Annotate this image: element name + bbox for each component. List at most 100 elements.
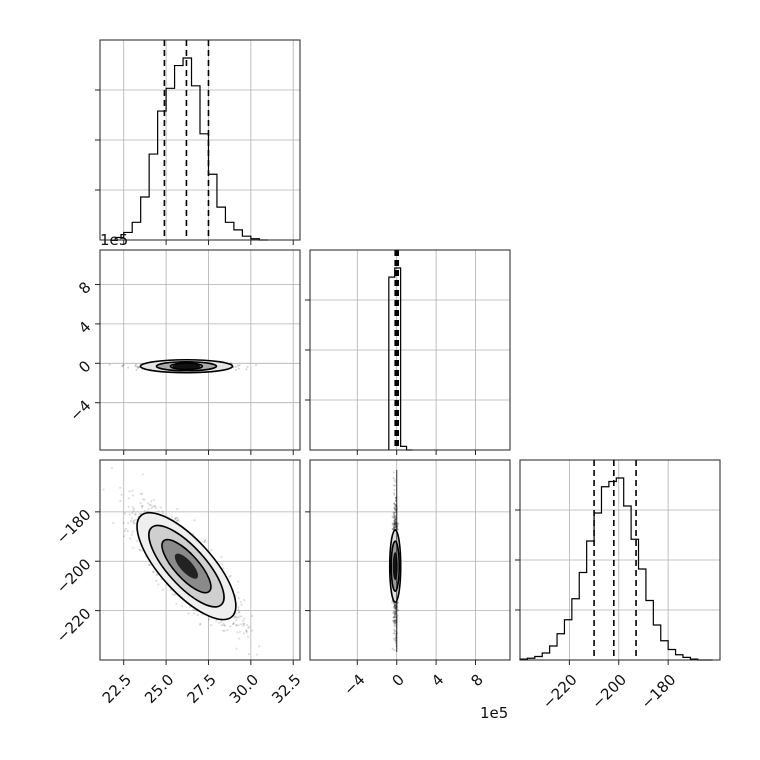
scatter-point — [246, 365, 249, 368]
scatter-point — [393, 649, 396, 652]
scatter-point — [237, 367, 240, 370]
scatter-point — [127, 497, 130, 500]
scatter-point — [393, 507, 396, 510]
scatter-point — [150, 507, 153, 510]
scatter-point — [394, 511, 397, 514]
scatter-point — [238, 637, 241, 640]
scatter-point — [392, 527, 395, 530]
scatter-point — [128, 513, 131, 516]
scatter-point — [393, 523, 396, 526]
scatter-point — [235, 365, 237, 368]
scatter-point — [141, 506, 144, 509]
scatter-point — [394, 522, 397, 525]
scatter-point — [170, 515, 173, 518]
scatter-point — [397, 523, 400, 526]
x-tick-label: 0 — [389, 671, 408, 690]
scatter-point — [394, 608, 397, 610]
scatter-point — [152, 498, 155, 501]
scatter-point — [243, 623, 246, 626]
scatter-point — [392, 612, 395, 615]
scatter-point — [169, 588, 172, 592]
scatter-point — [149, 504, 152, 507]
scatter-point — [394, 610, 397, 613]
scatter-point — [127, 366, 130, 369]
scatter-point — [393, 516, 396, 518]
scatter-point — [131, 494, 135, 497]
x-tick-label: 4 — [428, 671, 447, 690]
scatter-point — [394, 614, 397, 617]
scatter-point — [393, 527, 396, 530]
y-tick-label: −4 — [66, 397, 94, 425]
panel-frame — [519, 459, 721, 661]
scatter-point — [126, 530, 129, 533]
scatter-point — [221, 563, 224, 566]
scatter-point — [392, 523, 395, 526]
scatter-point — [394, 520, 396, 523]
scatter-point — [191, 608, 195, 611]
scatter-point — [237, 606, 240, 609]
scatter-point — [210, 549, 213, 552]
scatter-point — [229, 625, 232, 628]
scatter-point — [394, 515, 397, 517]
scatter-point — [392, 526, 395, 529]
scatter-point — [392, 512, 395, 515]
scatter-point — [148, 503, 151, 506]
panel-frame — [99, 39, 301, 241]
scatter-point — [130, 533, 133, 536]
scatter-point — [131, 506, 134, 509]
scatter-point — [222, 567, 225, 570]
scatter-point — [394, 607, 397, 610]
scatter-point — [245, 631, 248, 634]
scatter-point — [176, 516, 179, 520]
scatter-point — [393, 629, 396, 632]
scatter-point — [392, 606, 395, 609]
scatter-point — [133, 507, 136, 510]
scatter-point — [393, 622, 396, 625]
scatter-point — [128, 490, 131, 493]
scatter-point — [223, 623, 226, 627]
scatter-point — [393, 519, 396, 521]
scatter-point — [240, 615, 243, 618]
scatter-point — [151, 505, 154, 508]
scatter-point — [149, 563, 152, 567]
scatter-point — [127, 505, 130, 508]
scatter-point — [135, 369, 138, 371]
scatter-point — [208, 618, 211, 621]
scatter-point — [132, 521, 135, 524]
scatter-point — [226, 629, 229, 632]
scatter-point — [220, 620, 223, 624]
scatter-point — [239, 600, 242, 604]
scatter-point — [122, 521, 125, 524]
scatter-point — [393, 603, 396, 606]
scatter-point — [237, 616, 240, 619]
scatter-point — [393, 605, 396, 608]
scatter-point — [143, 498, 146, 501]
scatter-point — [248, 625, 251, 628]
scatter-point — [108, 363, 111, 366]
scatter-point — [193, 519, 196, 522]
scatter-point — [242, 622, 245, 625]
scatter-point — [391, 528, 394, 530]
scatter-point — [394, 525, 396, 528]
contour-mid — [148, 524, 225, 608]
scatter-point — [238, 364, 241, 367]
scatter-point — [198, 623, 202, 626]
scatter-point — [123, 512, 126, 515]
scatter-point — [238, 611, 241, 614]
scatter-point — [393, 620, 395, 623]
scatter-point — [394, 606, 397, 609]
scatter-point — [245, 629, 248, 632]
scatter-point — [394, 612, 397, 615]
scatter-point — [392, 616, 395, 619]
x-tick-label: 22.5 — [99, 671, 135, 707]
scatter-point — [121, 364, 124, 367]
scatter-point — [392, 477, 395, 479]
scatter-point — [131, 530, 134, 533]
scatter-point — [161, 512, 165, 515]
scatter-point — [393, 526, 396, 529]
scatter-point — [394, 613, 397, 615]
scatter-point — [396, 608, 399, 611]
scatter-point — [155, 573, 158, 576]
y-tick-label: 4 — [75, 318, 94, 337]
